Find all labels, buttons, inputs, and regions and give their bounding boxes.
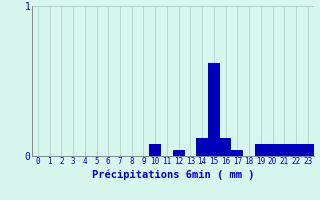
Bar [173,150,185,156]
Bar [220,138,231,156]
Bar [196,138,208,156]
Bar [278,144,290,156]
Bar [255,144,267,156]
Bar [267,144,278,156]
Bar [208,63,220,156]
Bar [302,144,314,156]
X-axis label: Précipitations 6min ( mm ): Précipitations 6min ( mm ) [92,169,254,180]
Bar [231,150,243,156]
Bar [290,144,302,156]
Bar [149,144,161,156]
